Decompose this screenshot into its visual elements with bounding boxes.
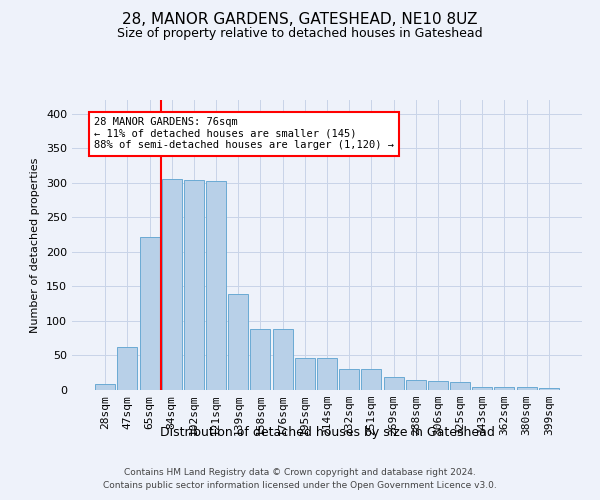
Bar	[162, 178, 182, 390]
Bar	[317, 358, 337, 390]
Bar	[295, 358, 315, 390]
Bar	[406, 380, 426, 390]
Bar	[95, 384, 115, 390]
Bar	[450, 382, 470, 390]
Bar	[383, 377, 404, 390]
Text: 28 MANOR GARDENS: 76sqm
← 11% of detached houses are smaller (145)
88% of semi-d: 28 MANOR GARDENS: 76sqm ← 11% of detache…	[94, 118, 394, 150]
Y-axis label: Number of detached properties: Number of detached properties	[31, 158, 40, 332]
Bar	[250, 328, 271, 390]
Bar	[361, 370, 382, 390]
Bar	[272, 328, 293, 390]
Text: Contains HM Land Registry data © Crown copyright and database right 2024.: Contains HM Land Registry data © Crown c…	[124, 468, 476, 477]
Text: Size of property relative to detached houses in Gateshead: Size of property relative to detached ho…	[117, 28, 483, 40]
Bar	[517, 386, 536, 390]
Text: Distribution of detached houses by size in Gateshead: Distribution of detached houses by size …	[160, 426, 494, 439]
Bar	[472, 387, 492, 390]
Bar	[206, 182, 226, 390]
Bar	[118, 346, 137, 390]
Bar	[184, 180, 204, 390]
Bar	[140, 238, 160, 390]
Bar	[228, 294, 248, 390]
Bar	[339, 370, 359, 390]
Bar	[494, 386, 514, 390]
Bar	[428, 381, 448, 390]
Bar	[539, 388, 559, 390]
Text: Contains public sector information licensed under the Open Government Licence v3: Contains public sector information licen…	[103, 480, 497, 490]
Text: 28, MANOR GARDENS, GATESHEAD, NE10 8UZ: 28, MANOR GARDENS, GATESHEAD, NE10 8UZ	[122, 12, 478, 28]
